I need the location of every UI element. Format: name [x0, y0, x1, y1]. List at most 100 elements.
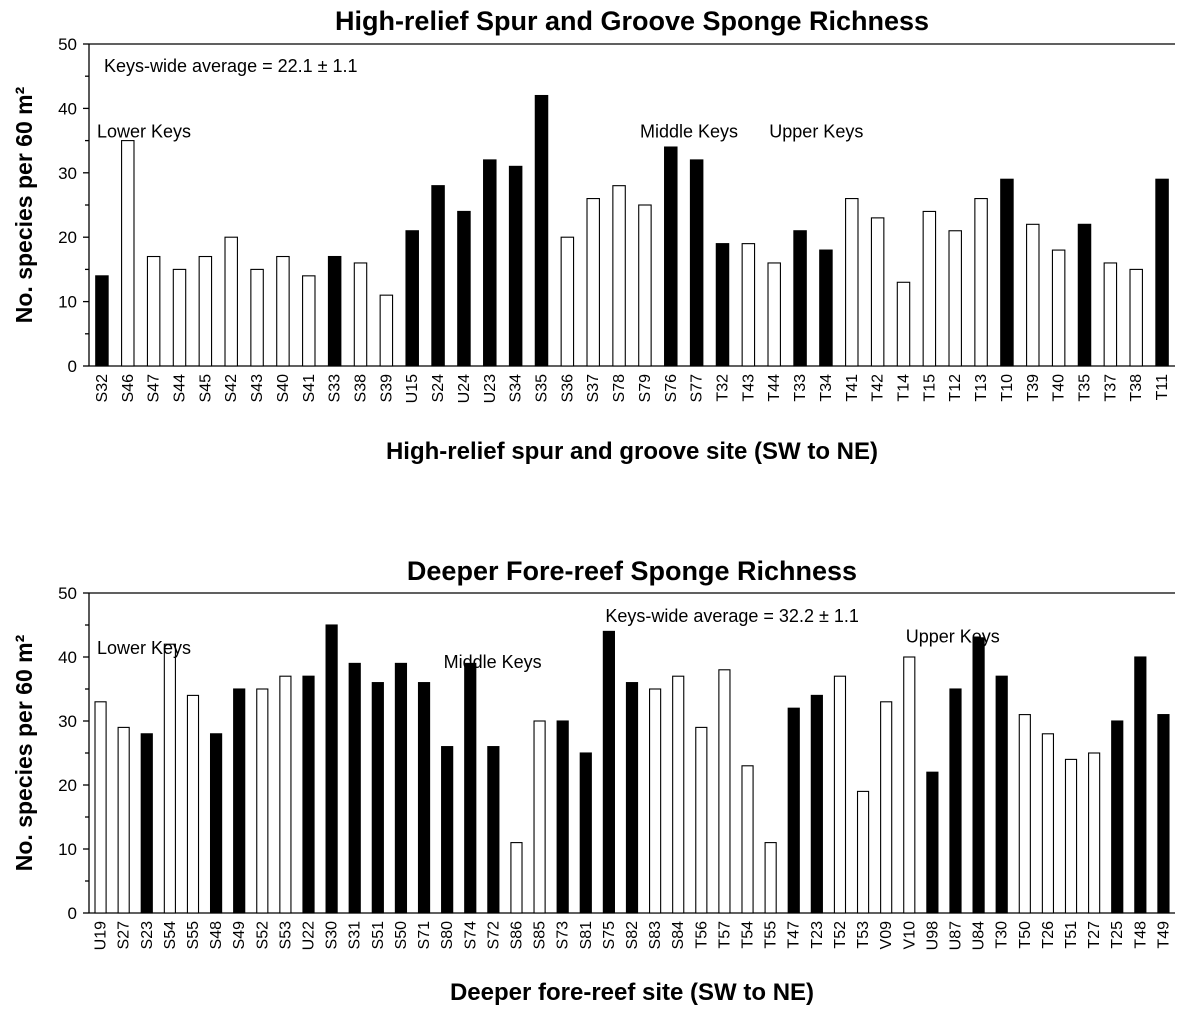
bar-t42	[870, 217, 885, 367]
bar-t10	[1000, 178, 1014, 367]
y-tick-label: 40	[58, 99, 77, 118]
x-category-label: S76	[663, 374, 680, 403]
bar-t12	[948, 230, 962, 367]
bar-s51	[371, 682, 384, 914]
y-tick-label: 30	[58, 164, 77, 183]
bar-t34	[819, 249, 833, 367]
x-category-label: T12	[947, 374, 964, 402]
bar-t23	[810, 694, 823, 914]
bar-s36	[560, 236, 575, 367]
x-category-label: T42	[870, 374, 887, 402]
x-category-label: S80	[439, 921, 456, 950]
bar-t57	[718, 669, 731, 914]
x-category-label: T41	[844, 374, 861, 402]
x-category-label: S51	[370, 921, 387, 950]
bar-u19	[94, 701, 107, 914]
x-category-label: T34	[818, 374, 835, 402]
chart-title: Deeper Fore-reef Sponge Richness	[407, 556, 857, 586]
x-category-label: S74	[462, 921, 479, 950]
bar-s41	[302, 275, 316, 367]
x-category-label: S81	[578, 921, 595, 950]
bar-t11	[1155, 178, 1169, 367]
x-category-label: T15	[921, 374, 938, 402]
x-category-label: T32	[715, 374, 732, 402]
bar-u24	[457, 210, 471, 367]
bar-s78	[612, 185, 626, 367]
bar-t35	[1077, 223, 1092, 367]
x-category-label: S73	[555, 921, 572, 950]
x-category-label: S46	[120, 374, 137, 403]
chart-panel-deeper-fore-reef: Deeper Fore-reef Sponge Richness 0 10 20 30 4…	[11, 556, 1175, 1006]
x-category-label: S54	[162, 921, 179, 950]
x-category-label: S32	[94, 374, 111, 403]
x-category-label: T35	[1077, 374, 1094, 402]
average-annotation: Keys-wide average = 22.1 ± 1.1	[104, 56, 358, 76]
x-category-label: S86	[508, 921, 525, 950]
y-axis-label: No. species per 60 m²	[11, 634, 37, 871]
x-category-label: T40	[1051, 374, 1068, 402]
bar-s76	[664, 146, 678, 367]
x-category-label: V09	[878, 921, 895, 950]
bar-s80	[441, 746, 454, 914]
x-category-label: U24	[456, 374, 473, 403]
bar-t40	[1051, 249, 1066, 367]
bar-t30	[995, 675, 1008, 914]
bar-s77	[689, 159, 704, 367]
x-category-label: T27	[1086, 921, 1103, 949]
x-category-label: S35	[534, 374, 551, 403]
x-category-label: S84	[670, 921, 687, 950]
bar-s52	[256, 688, 269, 914]
average-annotation: Keys-wide average = 32.2 ± 1.1	[605, 606, 859, 626]
bar-s35	[534, 94, 549, 367]
x-category-label: S41	[301, 374, 318, 403]
bar-s38	[353, 262, 368, 367]
bar-s49	[233, 688, 246, 914]
bar-t51	[1064, 758, 1078, 914]
x-category-label: T44	[766, 374, 783, 402]
x-category-label: S53	[277, 921, 294, 950]
x-category-label: S71	[416, 921, 433, 950]
x-category-label: S48	[208, 921, 225, 950]
bar-s53	[279, 675, 292, 914]
x-category-label: S42	[223, 374, 240, 403]
x-category-label: T30	[994, 921, 1011, 949]
bar-s45	[198, 255, 213, 367]
x-category-label: S45	[197, 374, 214, 403]
bar-s42	[224, 236, 238, 367]
bar-t15	[922, 210, 937, 367]
bar-s72	[487, 746, 500, 914]
x-category-label: S77	[689, 374, 706, 403]
x-category-label: T56	[693, 921, 710, 949]
x-category-label: T10	[999, 374, 1016, 402]
x-category-label: T38	[1128, 374, 1145, 402]
x-category-label: S36	[559, 374, 576, 403]
x-category-label: S23	[139, 921, 156, 950]
bar-s46	[121, 140, 135, 367]
x-category-label: T25	[1109, 921, 1126, 949]
x-category-label: U98	[924, 921, 941, 950]
x-category-label: T13	[973, 374, 990, 402]
bar-s74	[464, 662, 477, 914]
bar-s47	[146, 255, 161, 367]
bar-s50	[394, 662, 408, 914]
x-category-label: S82	[624, 921, 641, 950]
bar-s54	[163, 643, 176, 914]
x-category-label: S38	[353, 374, 370, 403]
x-category-label: T57	[716, 921, 733, 949]
bar-t14	[896, 281, 911, 367]
x-category-label: S30	[324, 921, 341, 950]
bar-t53	[856, 790, 870, 914]
bar-s30	[325, 624, 338, 914]
x-category-label: T43	[740, 374, 757, 402]
x-category-label: T55	[763, 921, 780, 949]
chart-panel-spur-and-groove: High-relief Spur and Groove Sponge Richn…	[11, 6, 1175, 465]
x-category-label: S75	[601, 921, 618, 950]
chart-title: High-relief Spur and Groove Sponge Richn…	[335, 6, 929, 36]
y-tick-label: 0	[68, 357, 77, 376]
x-category-label: S34	[508, 374, 525, 403]
bar-s43	[250, 268, 264, 367]
y-tick-label: 10	[58, 840, 77, 859]
bar-s79	[638, 204, 652, 367]
bar-t48	[1134, 656, 1147, 914]
bar-u87	[949, 688, 962, 914]
